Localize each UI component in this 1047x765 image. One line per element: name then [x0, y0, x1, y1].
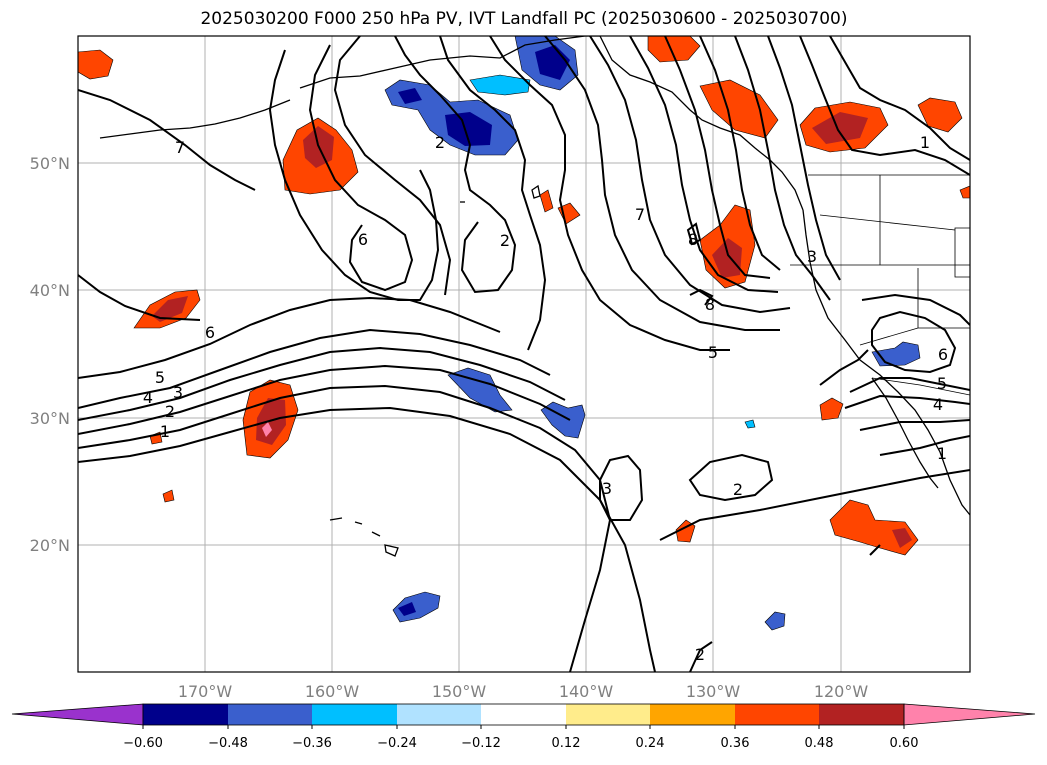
colorbar-frame: [142, 703, 905, 726]
lon-tick-label: 120°W: [814, 682, 869, 701]
contour-label: 5: [937, 374, 947, 393]
contour-low-sw-us: [871, 310, 957, 374]
west-coast: [802, 209, 970, 516]
colorbar-tick-label: 0.60: [890, 736, 919, 751]
contour-label: 4: [143, 388, 153, 407]
colorbar-bin: [312, 704, 397, 725]
contour-label: 6: [358, 230, 368, 249]
colorbar-tick-label: −0.36: [292, 736, 332, 751]
contour-label: 7: [635, 205, 645, 224]
colorbar-bin: [735, 704, 819, 725]
patch-w-edge: [78, 49, 114, 80]
colorbar-bin: [650, 704, 735, 725]
lon-tick-label: 160°W: [305, 682, 360, 701]
baja: [871, 377, 939, 489]
patch-small-2: [162, 489, 175, 503]
latitude-axis: 50°N 40°N 30°N 20°N: [30, 154, 70, 555]
lat-tick-label: 20°N: [30, 536, 70, 555]
pv-contours: [78, 36, 970, 672]
colorbar-tick-label: −0.48: [208, 736, 248, 751]
colorbar-tick-label: 0.12: [552, 736, 581, 751]
contour-2-closed: [688, 453, 774, 502]
contour-label: 5: [708, 343, 718, 362]
colorbar: −0.60 −0.48 −0.36 −0.24 −0.12 0.12 0.24 …: [11, 703, 1036, 751]
contour-label: 4: [933, 395, 943, 414]
patch-148w-32n: [447, 367, 513, 413]
lat-tick-label: 30°N: [30, 409, 70, 428]
contour-label: 6: [938, 345, 948, 364]
colorbar-tick-label: −0.60: [123, 736, 163, 751]
lon-tick-label: 150°W: [432, 682, 487, 701]
contour-label: 2: [165, 402, 175, 421]
hawaii: [329, 517, 399, 557]
map-frame: [77, 35, 971, 673]
negative-anomaly-patches: [384, 36, 921, 631]
patch-bc-coast: [699, 79, 779, 139]
contour-label: 3: [602, 479, 612, 498]
contour-label: 1: [160, 422, 170, 441]
contour-labels: 7 2 6 2 6 5 4 3 2 1 7 8 8 5 3 1 6 5 4 1 …: [143, 133, 948, 664]
colorbar-tick-label: 0.48: [805, 736, 834, 751]
contour-label: 1: [920, 133, 930, 152]
patch-119w-23n: [829, 499, 919, 556]
patch-small-blue: [744, 419, 756, 429]
colorbar-bin: [819, 704, 904, 725]
contour-label: 2: [733, 480, 743, 499]
contour-label: 8: [705, 295, 715, 314]
colorbar-tick-label: −0.24: [377, 736, 417, 751]
borders: [790, 174, 970, 396]
dot-island-2: [531, 184, 541, 199]
lon-tick-label: 140°W: [559, 682, 614, 701]
colorbar-max-arrow: [903, 703, 1036, 726]
contour-trough: [394, 36, 517, 294]
contour-label: 1: [937, 444, 947, 463]
contour-6-west: [78, 274, 201, 321]
lon-tick-label: 130°W: [686, 682, 741, 701]
lon-tick-label: 170°W: [178, 682, 233, 701]
lat-tick-label: 40°N: [30, 281, 70, 300]
aleutians: [99, 99, 291, 139]
colorbar-tick-label: −0.12: [461, 736, 501, 751]
colorbar-bin: [566, 704, 650, 725]
colorbar-min-arrow: [11, 703, 144, 726]
positive-anomaly-patches: [78, 36, 970, 556]
colorbar-bin: [481, 704, 566, 725]
alaska-coast: [299, 36, 804, 211]
contour-label: 5: [155, 368, 165, 387]
state-lines: [790, 175, 970, 346]
colorbar-bin: [397, 704, 481, 725]
contour-7-west: [78, 89, 256, 191]
patch-122w-30n: [819, 397, 844, 421]
patch-lightblue-alaska: [469, 74, 531, 96]
patch-small-3: [959, 185, 970, 199]
colorbar-tick-label: 0.24: [636, 736, 665, 751]
coastlines: [99, 36, 970, 557]
contour-label: 7: [175, 138, 185, 157]
longitude-axis: 170°W 160°W 150°W 140°W 130°W 120°W: [178, 682, 869, 701]
contour-label: 3: [173, 383, 183, 402]
colorbar-bin: [228, 704, 312, 725]
mexico-border: [871, 377, 970, 396]
contour-3-closed: [599, 454, 644, 521]
colorbar-tick-label: 0.36: [721, 736, 750, 751]
patch-126w-14n: [764, 611, 786, 631]
contour-label: 6: [205, 323, 215, 342]
map-title: 2025030200 F000 250 hPa PV, IVT Landfall…: [200, 9, 848, 29]
contour-label: 2: [500, 231, 510, 250]
contour-label: 8: [688, 230, 698, 249]
contour-label: 2: [435, 133, 445, 152]
contour-ridge-1: [268, 49, 440, 301]
map-canvas: 7 2 6 2 6 5 4 3 2 1 7 8 8 5 3 1 6 5 4 1 …: [78, 36, 970, 672]
contour-label: 2: [695, 645, 705, 664]
patch-gulf-alaska: [647, 36, 701, 63]
colorbar-bin: [143, 704, 228, 725]
contour-1-ne: [829, 36, 970, 161]
lat-tick-label: 50°N: [30, 154, 70, 173]
contour-label: 3: [807, 247, 817, 266]
